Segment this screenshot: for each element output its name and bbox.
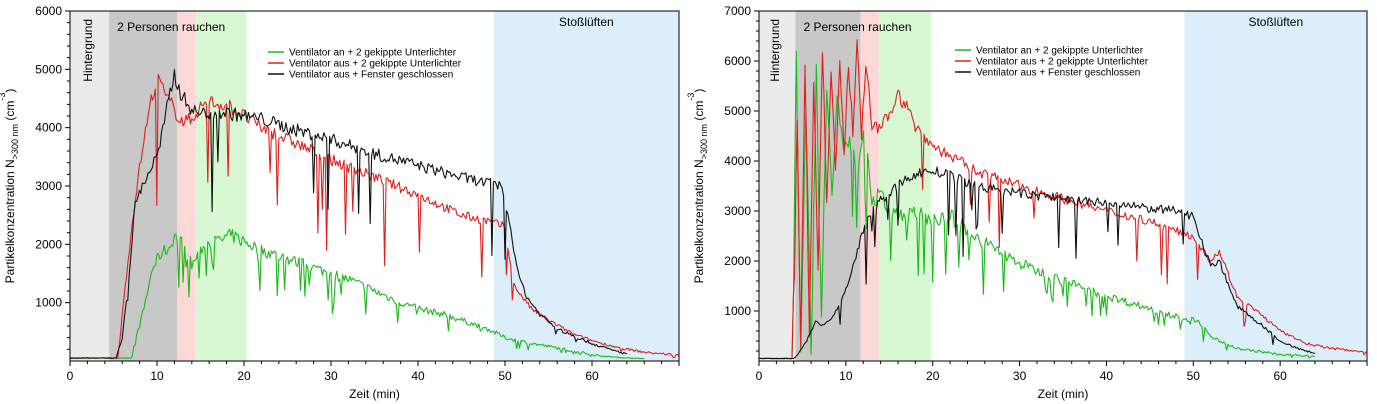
phase-label: Stoßlüften (559, 15, 614, 29)
y-tick-label: 4000 (35, 121, 62, 135)
phase-label: Stoßlüften (1248, 15, 1303, 29)
phase-band (493, 11, 679, 361)
phase-band (109, 11, 178, 361)
x-axis-title: Zeit (min) (349, 387, 400, 401)
phase-label: 2 Personen rauchen (803, 20, 911, 34)
legend-label: Ventilator an + 2 gekippte Unterlichter (289, 48, 457, 59)
phase-label: Hintergrund (768, 19, 782, 82)
y-tick-label: 6000 (35, 4, 62, 18)
y-axis-title-part: ) (692, 89, 706, 93)
phase-band (70, 11, 110, 361)
y-axis-title-part: ) (3, 89, 17, 93)
x-tick-label: 30 (1013, 369, 1027, 383)
phase-band (196, 11, 247, 361)
series-line (759, 50, 1316, 360)
y-axis-title-part: >300 nm (699, 124, 709, 159)
y-tick-label: 2000 (724, 254, 751, 268)
y-axis-title-part: (cm (3, 101, 17, 124)
x-tick-label: 50 (1187, 369, 1201, 383)
y-tick-label: 1000 (724, 304, 751, 318)
x-tick-label: 0 (67, 369, 74, 383)
phase-label: 2 Personen rauchen (117, 20, 225, 34)
legend-label: Ventilator aus + Fenster geschlossen (289, 70, 453, 81)
legend-label: Ventilator aus + Fenster geschlossen (976, 68, 1140, 79)
y-axis-title-part: Partikelkonzentration N (692, 159, 706, 283)
x-tick-label: 50 (498, 369, 512, 383)
x-axis-title: Zeit (min) (1038, 387, 1089, 401)
y-axis-title: Partikelkonzentration N>300 nm (cm-3) (0, 89, 20, 284)
legend-label: Ventilator aus + 2 gekippte Unterlichter (289, 59, 462, 70)
y-axis-title-part: -3 (686, 93, 696, 101)
y-axis-title-part: (cm (692, 101, 706, 124)
series-line (759, 166, 1316, 360)
x-tick-label: 10 (839, 369, 853, 383)
plot-frame (758, 10, 1368, 362)
x-tick-label: 40 (1100, 369, 1114, 383)
phase-band (795, 11, 861, 361)
legend-label: Ventilator aus + 2 gekippte Unterlichter (976, 57, 1149, 68)
phase-band (759, 11, 796, 361)
x-tick-label: 60 (585, 369, 599, 383)
right-chart-panel: Hintergrund 2 Personen rauchen Stoßlüften 0… (686, 4, 1368, 401)
legend-label: Ventilator an + 2 gekippte Unterlichter (976, 46, 1144, 57)
y-tick-label: 5000 (35, 62, 62, 76)
y-axis-title-part: -3 (0, 93, 7, 101)
y-tick-label: 1000 (35, 296, 62, 310)
y-axis-title: Partikelkonzentration N>300 nm (cm-3) (686, 89, 709, 284)
phase-band (177, 11, 197, 361)
x-tick-label: 40 (411, 369, 425, 383)
y-tick-label: 4000 (724, 154, 751, 168)
x-tick-label: 20 (926, 369, 940, 383)
x-tick-label: 10 (150, 369, 164, 383)
series-line (70, 228, 645, 360)
series-line (759, 39, 1367, 360)
x-tick-label: 30 (324, 369, 338, 383)
series-line (70, 74, 679, 359)
y-axis-title-part: >300 nm (10, 124, 20, 159)
phase-label: Hintergrund (81, 19, 95, 82)
y-tick-label: 6000 (724, 54, 751, 68)
y-tick-label: 3000 (35, 179, 62, 193)
y-tick-label: 2000 (35, 237, 62, 251)
y-axis-title-part: Partikelkonzentration N (3, 159, 17, 283)
y-tick-label: 7000 (724, 4, 751, 18)
y-tick-label: 3000 (724, 204, 751, 218)
x-tick-label: 20 (237, 369, 251, 383)
phase-band (1184, 11, 1367, 361)
series-line (70, 68, 628, 359)
y-tick-label: 5000 (724, 104, 751, 118)
left-chart-panel: Hintergrund 2 Personen rauchen Stoßlüften 0… (0, 4, 680, 401)
x-tick-label: 60 (1273, 369, 1287, 383)
x-tick-label: 0 (756, 369, 763, 383)
